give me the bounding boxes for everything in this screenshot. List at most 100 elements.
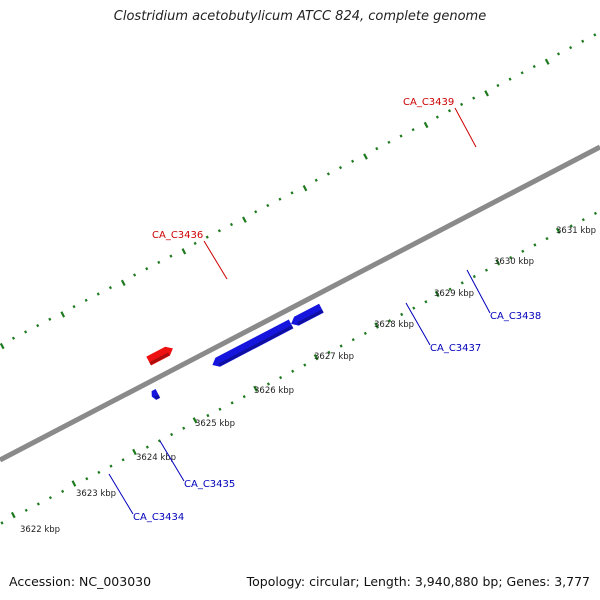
tick-mark: [593, 211, 597, 215]
tick-mark: [544, 58, 550, 65]
tick-mark: [434, 290, 440, 298]
tick-mark: [581, 218, 585, 222]
tick-mark: [182, 426, 186, 430]
tick-mark: [460, 102, 464, 107]
tick-mark: [97, 470, 101, 475]
tick-mark: [254, 210, 258, 214]
tick-mark: [96, 292, 100, 296]
tick-mark: [217, 229, 221, 233]
scale-label: 3624 kbp: [136, 453, 176, 463]
scale-label: 3623 kbp: [76, 489, 116, 499]
tick-mark: [448, 287, 452, 291]
tick-mark: [132, 448, 137, 456]
tick-mark: [472, 274, 476, 279]
scale-label: 3631 kbp: [556, 226, 596, 236]
tick-mark: [206, 413, 210, 418]
tick-mark: [48, 496, 52, 500]
tick-mark: [303, 363, 307, 367]
feature-red: [146, 346, 173, 366]
tick-mark: [290, 191, 294, 195]
feature-blue: [291, 303, 324, 326]
tick-mark: [266, 203, 270, 208]
tick-mark: [484, 268, 488, 272]
tick-mark: [411, 128, 415, 132]
tick-mark: [230, 401, 234, 405]
tick-mark: [205, 235, 209, 239]
tick-mark: [496, 83, 500, 88]
feature-blue: [151, 389, 161, 400]
scale-label: 3622 kbp: [20, 525, 60, 535]
forward-tick-ring: [0, 33, 597, 350]
tick-mark: [533, 243, 537, 247]
tick-mark: [313, 353, 319, 361]
tick-mark: [24, 330, 28, 334]
tick-mark: [145, 445, 149, 449]
tick-mark: [84, 298, 88, 302]
tick-mark: [484, 90, 489, 97]
scale-label: 3625 kbp: [195, 419, 235, 429]
reverse-tick-ring: [0, 211, 597, 525]
tick-mark: [556, 52, 561, 56]
tick-mark: [170, 432, 174, 437]
tick-mark: [181, 248, 187, 255]
scale-label: 3626 kbp: [254, 386, 294, 396]
tick-mark: [435, 115, 439, 119]
tick-mark: [339, 344, 343, 348]
tick-mark: [229, 222, 234, 227]
gene-leader-line: [108, 473, 134, 515]
tick-mark: [424, 300, 428, 304]
gene-label: CA_C3439: [403, 97, 454, 108]
gene-label: CA_C3434: [133, 512, 184, 523]
topology-text: Topology: circular; Length: 3,940,880 bp…: [246, 574, 590, 589]
gene-leader-line: [159, 440, 185, 482]
tick-mark: [157, 260, 161, 265]
map-title: Clostridium acetobutylicum ATCC 824, com…: [113, 9, 487, 24]
tick-mark: [532, 64, 536, 69]
gene-leader-line: [203, 240, 228, 280]
tick-mark: [363, 331, 367, 335]
gene-label: CA_C3436: [152, 230, 203, 241]
gene-leader-line: [405, 302, 431, 346]
tick-mark: [314, 178, 318, 182]
tick-mark: [545, 236, 549, 241]
tick-mark: [120, 279, 126, 287]
tick-mark: [495, 259, 501, 266]
tick-mark: [412, 306, 416, 310]
tick-mark: [218, 407, 222, 411]
gene-label: CA_C3435: [184, 479, 235, 490]
tick-mark: [108, 285, 112, 290]
tick-mark: [193, 241, 197, 245]
tick-mark: [327, 350, 331, 355]
scale-label: 3629 kbp: [434, 289, 474, 299]
tick-mark: [520, 71, 524, 75]
tick-mark: [569, 45, 573, 50]
tick-mark: [48, 317, 52, 321]
tick-mark: [278, 197, 282, 201]
gene-label: CA_C3437: [430, 343, 481, 354]
tick-mark: [24, 508, 28, 512]
tick-mark: [472, 96, 476, 100]
tick-mark: [71, 480, 77, 487]
gene-leader-line: [466, 269, 491, 314]
accession-text: Accession: NC_003030: [9, 574, 152, 589]
tick-mark: [253, 385, 258, 392]
tick-mark: [423, 121, 429, 129]
tick-mark: [593, 33, 597, 37]
tick-mark: [60, 311, 66, 318]
scale-label: 3630 kbp: [494, 257, 534, 267]
tick-mark: [569, 224, 573, 228]
tick-mark: [61, 489, 65, 494]
tick-mark: [509, 255, 513, 260]
tick-mark: [266, 382, 270, 386]
tick-mark: [36, 502, 40, 506]
genome-backbone: [0, 144, 600, 463]
scale-label: 3628 kbp: [374, 320, 414, 330]
tick-mark: [36, 323, 40, 328]
tick-mark: [133, 273, 137, 277]
gene-label: CA_C3438: [490, 311, 541, 322]
tick-mark: [508, 77, 512, 81]
tick-mark: [72, 305, 76, 309]
tick-mark: [447, 109, 452, 113]
tick-mark: [460, 281, 464, 285]
